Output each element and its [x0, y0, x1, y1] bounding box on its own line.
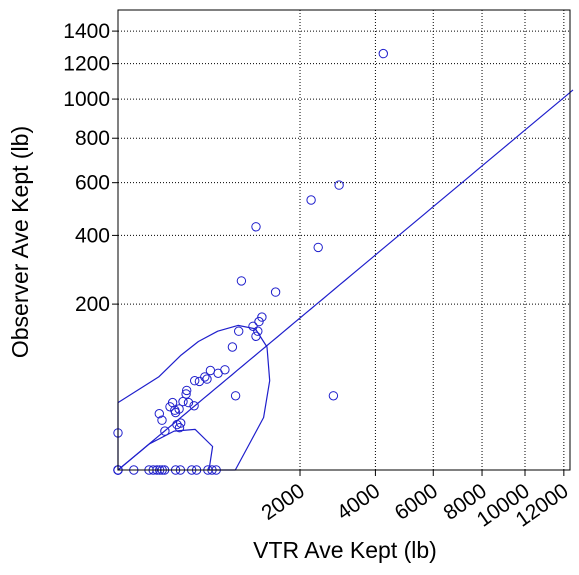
points-layer: [113, 48, 388, 475]
data-point: [182, 385, 192, 396]
y-tick-label: 400: [75, 224, 110, 247]
y-tick-label: 200: [75, 293, 110, 316]
data-point: [183, 397, 194, 408]
data-point: [334, 180, 344, 190]
data-point: [236, 276, 247, 286]
data-point: [200, 372, 210, 382]
ellipse-layer: [117, 324, 271, 471]
data-point: [181, 389, 191, 399]
data-point: [202, 374, 212, 384]
data-point: [270, 287, 281, 297]
data-point: [189, 401, 199, 411]
y-tick-label: 1400: [63, 20, 110, 43]
data-point: [234, 326, 244, 336]
data-point: [154, 409, 165, 419]
x-axis-title: VTR Ave Kept (lb): [253, 537, 437, 563]
data-point: [160, 426, 170, 436]
data-point: [157, 415, 167, 425]
data-point: [230, 391, 241, 401]
y-tick-label: 1200: [63, 53, 110, 76]
y-tick-label: 800: [75, 127, 110, 150]
data-point: [251, 222, 261, 232]
data-point: [205, 365, 216, 376]
x-tick-label: 2000: [257, 479, 308, 525]
plot-frame: [117, 9, 571, 471]
data-point: [227, 342, 238, 352]
y-tick-label: 600: [75, 172, 110, 195]
y-tick-label: 1000: [63, 88, 110, 111]
data-point: [306, 195, 316, 205]
x-tick-label: 6000: [391, 479, 442, 525]
grid: [118, 10, 570, 470]
data-point: [170, 407, 181, 418]
y-axis-ticks: 200 400 600 800 1000 1200 1400: [63, 20, 118, 316]
fit-layer: [117, 89, 574, 471]
data-point: [378, 48, 388, 59]
fit-line: [117, 89, 574, 471]
data-point: [251, 331, 261, 341]
data-point: [328, 391, 339, 401]
data-point: [220, 365, 230, 375]
data-point: [313, 242, 323, 253]
confidence-ellipse: [117, 324, 271, 471]
data-point: [176, 418, 186, 428]
data-point: [174, 404, 184, 414]
y-axis-title: Observer Ave Kept (lb): [7, 126, 33, 358]
data-point: [190, 376, 200, 386]
data-point: [257, 312, 267, 322]
data-point: [253, 326, 263, 336]
x-tick-label: 4000: [333, 479, 384, 525]
data-point: [174, 423, 185, 433]
data-point: [194, 376, 205, 387]
data-point: [248, 321, 258, 331]
